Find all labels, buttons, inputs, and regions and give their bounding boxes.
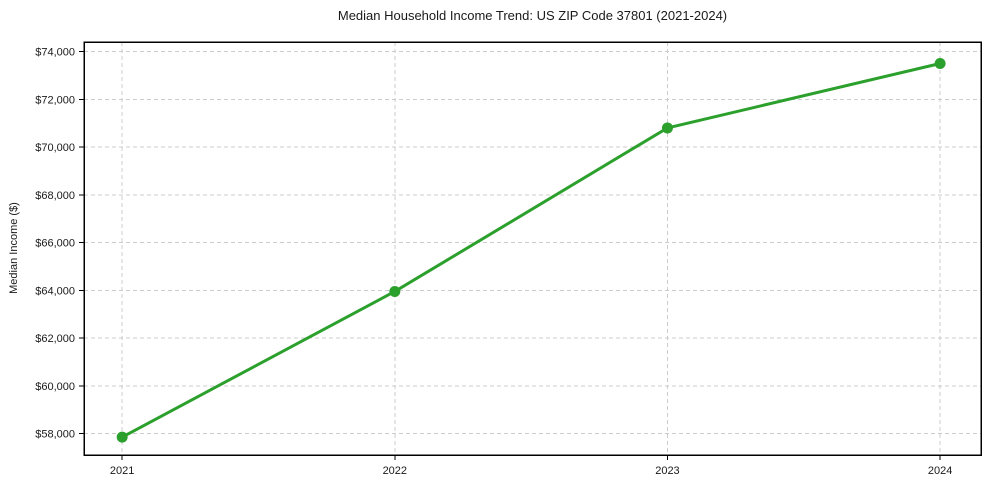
y-tick-label: $62,000: [35, 333, 75, 345]
x-tick-label: 2021: [110, 465, 134, 477]
data-point-2021: [116, 431, 128, 443]
y-tick-label: $72,000: [35, 94, 75, 106]
y-tick-label: $66,000: [35, 238, 75, 250]
x-tick-label: 2024: [928, 465, 952, 477]
chart-title: Median Household Income Trend: US ZIP Co…: [337, 8, 728, 23]
plot-border: [83, 41, 982, 456]
y-tick-label: $60,000: [35, 381, 75, 393]
y-tick-label: $74,000: [35, 47, 75, 59]
y-tick-label: $70,000: [35, 142, 75, 154]
y-tick-label: $58,000: [35, 429, 75, 441]
trend-line: [120, 61, 942, 439]
data-point-2022: [389, 285, 401, 297]
data-point-2024: [934, 57, 946, 69]
y-tick-label: $64,000: [35, 285, 75, 297]
data-point-2023: [661, 122, 673, 134]
x-tick-label: 2023: [655, 465, 679, 477]
x-tick-label: 2022: [383, 465, 407, 477]
y-tick-label: $68,000: [35, 190, 75, 202]
